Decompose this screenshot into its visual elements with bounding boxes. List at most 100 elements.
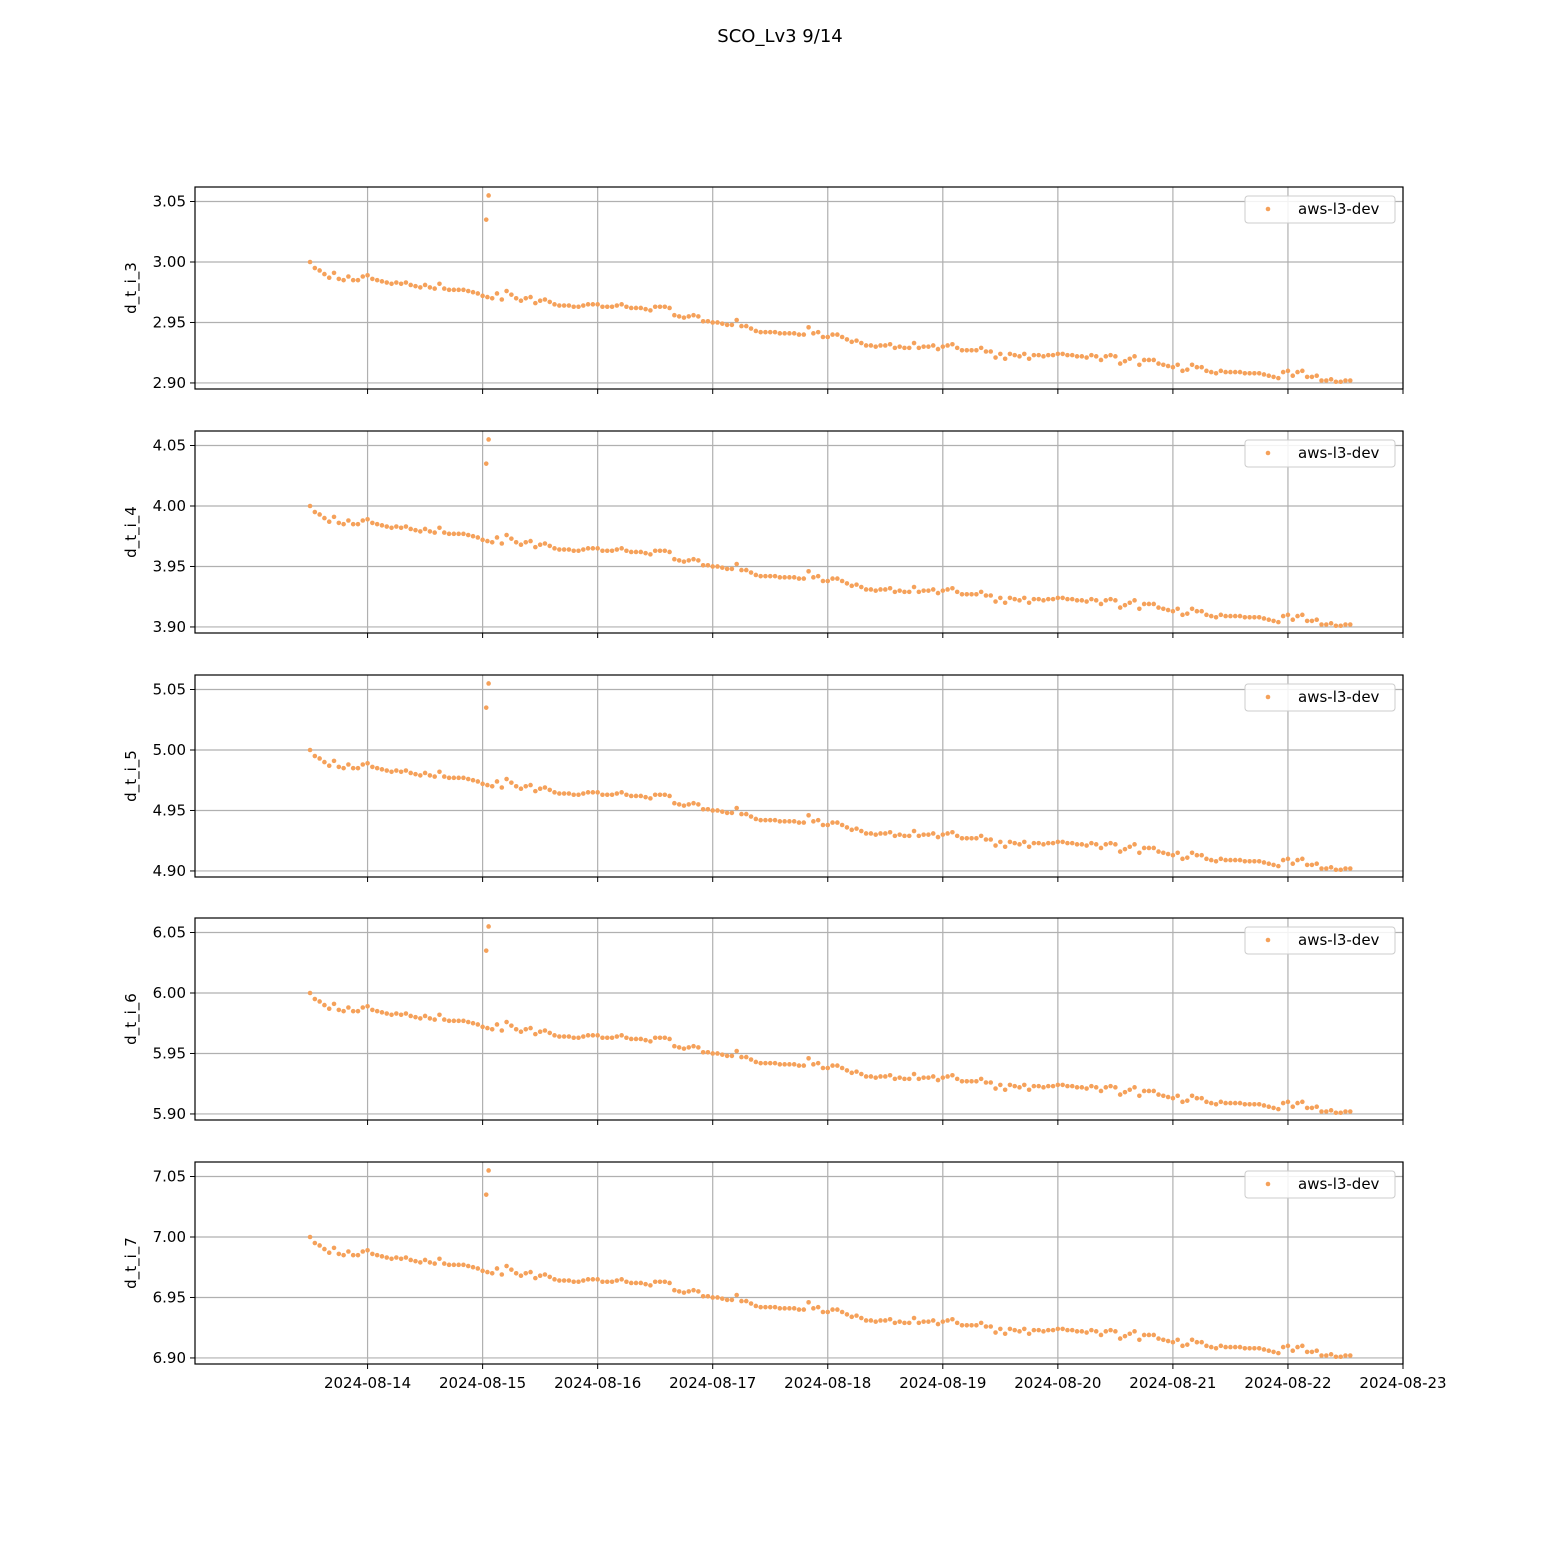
data-point: [422, 1013, 428, 1019]
data-point: [1065, 840, 1070, 846]
data-point: [485, 1269, 490, 1275]
data-point: [950, 1072, 955, 1078]
data-point: [1170, 1339, 1176, 1345]
data-point: [1247, 370, 1252, 376]
data-point: [513, 783, 519, 789]
data-point: [604, 792, 610, 798]
data-point: [820, 1065, 826, 1071]
data-point: [787, 1062, 792, 1067]
data-point: [940, 588, 946, 593]
data-point: [1309, 1349, 1315, 1355]
data-point: [849, 1314, 855, 1320]
data-point: [638, 549, 644, 555]
data-point: [441, 774, 447, 779]
data-point: [1132, 598, 1137, 603]
data-point: [360, 518, 366, 523]
data-point: [859, 584, 864, 590]
data-point: [906, 833, 912, 839]
data-point: [614, 791, 620, 796]
data-point: [1055, 351, 1061, 357]
data-point: [945, 831, 950, 836]
data-point: [504, 1263, 509, 1269]
data-point: [1295, 1344, 1300, 1350]
data-point: [978, 589, 984, 595]
data-point: [331, 514, 337, 520]
data-point: [926, 1319, 931, 1324]
data-point: [403, 768, 409, 773]
data-point: [1290, 1348, 1296, 1353]
data-point: [676, 1045, 682, 1050]
data-point: [336, 764, 342, 770]
data-point: [1045, 840, 1051, 846]
data-point: [849, 1070, 855, 1076]
data-point: [1113, 842, 1118, 847]
data-point: [600, 792, 605, 798]
data-point: [758, 1304, 763, 1310]
data-point: [811, 575, 816, 580]
data-point: [394, 1255, 399, 1260]
data-point: [1328, 377, 1334, 382]
data-point: [576, 792, 581, 798]
data-point: [1232, 857, 1238, 863]
data-point: [1017, 598, 1022, 603]
data-point: [1343, 1353, 1348, 1358]
data-point: [1304, 1349, 1310, 1355]
data-point: [437, 1012, 442, 1018]
data-point: [489, 539, 495, 545]
data-point: [307, 990, 313, 996]
data-point: [849, 827, 855, 833]
data-point: [1324, 866, 1329, 871]
data-point: [1223, 857, 1228, 863]
data-point: [940, 1319, 946, 1324]
data-point: [638, 793, 644, 799]
data-point: [1017, 354, 1022, 359]
data-point: [485, 1025, 490, 1031]
data-point: [1022, 595, 1027, 601]
data-point: [868, 831, 874, 836]
data-point: [1276, 1350, 1281, 1356]
data-point: [1031, 840, 1037, 846]
data-point: [552, 1277, 557, 1282]
data-point: [1208, 1344, 1214, 1350]
data-point: [1045, 352, 1051, 358]
data-point: [844, 1312, 850, 1317]
data-point: [686, 802, 692, 807]
y-tick-label: 5.90: [153, 1105, 186, 1123]
data-point: [1194, 608, 1200, 614]
data-point: [796, 576, 802, 581]
data-point: [446, 1262, 452, 1268]
data-point: [504, 776, 509, 782]
data-point: [1328, 1108, 1334, 1113]
data-point: [365, 516, 370, 522]
data-point: [1098, 845, 1104, 851]
data-point: [1156, 1336, 1161, 1341]
data-point: [743, 1298, 749, 1304]
data-point: [916, 1076, 922, 1082]
data-point: [1156, 361, 1161, 366]
data-point: [974, 1322, 979, 1328]
data-point: [739, 1298, 744, 1304]
data-point: [561, 547, 567, 552]
data-point: [681, 803, 687, 808]
data-point: [1213, 1345, 1219, 1351]
data-point: [935, 346, 941, 352]
data-point: [863, 831, 869, 836]
data-point: [1137, 1093, 1142, 1099]
data-point: [394, 524, 399, 529]
data-point: [1031, 1083, 1037, 1089]
data-point: [523, 783, 529, 789]
data-point: [533, 544, 538, 550]
data-point: [374, 1008, 380, 1014]
data-point: [1261, 616, 1267, 621]
legend-marker: [1265, 1181, 1271, 1187]
data-point: [528, 538, 533, 544]
data-point: [830, 332, 835, 337]
data-point: [1084, 1330, 1089, 1335]
data-point: [954, 1076, 960, 1082]
data-point: [547, 1030, 553, 1036]
data-point: [346, 762, 351, 767]
data-point: [700, 806, 706, 812]
data-point: [1041, 598, 1046, 603]
data-point: [441, 1017, 447, 1022]
data-point: [1280, 857, 1286, 863]
